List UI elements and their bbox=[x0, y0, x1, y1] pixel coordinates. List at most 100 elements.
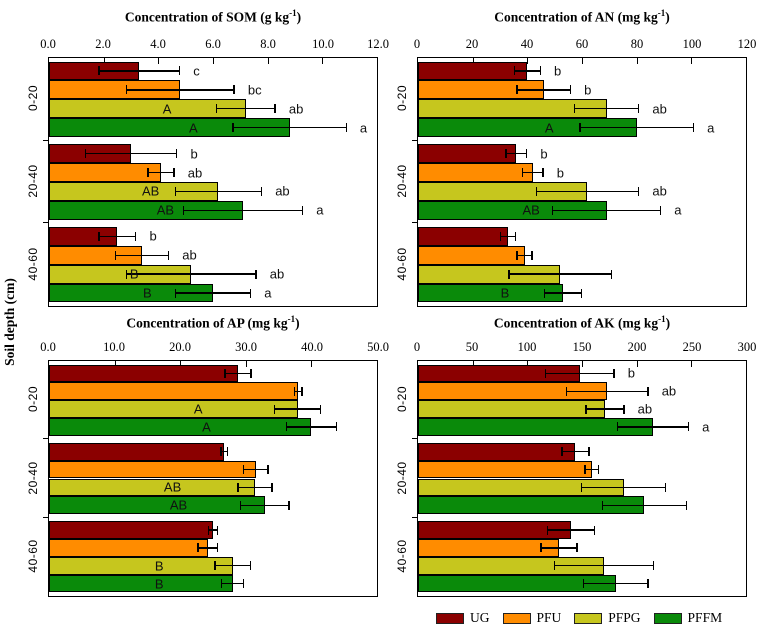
bar-ap-0-20-UG bbox=[49, 364, 238, 383]
error-bar bbox=[224, 368, 252, 378]
depth-sig-label: AB bbox=[142, 183, 160, 199]
error-bar bbox=[551, 205, 662, 215]
depth-axis-tick bbox=[412, 516, 417, 518]
error-bar-cap bbox=[274, 104, 276, 114]
error-bar bbox=[197, 543, 219, 553]
x-tick-label-ak: 250 bbox=[682, 340, 702, 354]
depth-sig-label: A bbox=[544, 120, 554, 136]
axis-tick-mark bbox=[527, 58, 529, 64]
error-bar bbox=[207, 525, 219, 535]
treatment-sig-letter: bc bbox=[247, 82, 262, 98]
error-bar bbox=[580, 482, 667, 492]
panel-title-ap: Concentration of AP (mg kg-1) bbox=[126, 314, 300, 331]
legend-label: UG bbox=[470, 610, 490, 625]
error-bar-cap bbox=[551, 205, 554, 215]
axis-tick-mark bbox=[636, 361, 638, 367]
treatment-sig-letter: ab bbox=[652, 183, 667, 199]
depth-sig-label: AB bbox=[156, 202, 175, 218]
depth-axis-tick bbox=[412, 139, 417, 141]
treatment-sig-letter: ab bbox=[288, 101, 304, 117]
bar-ak-20-40-PFU bbox=[418, 460, 592, 479]
error-bar-cap bbox=[288, 500, 290, 510]
plot-area-ap: A A AB AB B B bbox=[48, 360, 378, 597]
error-bar bbox=[242, 465, 269, 475]
error-bar-cap bbox=[585, 404, 587, 414]
x-tick-label-som: 12.0 bbox=[367, 37, 389, 51]
error-bar bbox=[585, 404, 625, 414]
error-bar bbox=[84, 149, 178, 159]
depth-sig-label: B bbox=[500, 285, 510, 301]
axis-tick-mark bbox=[311, 361, 313, 367]
error-bar-cap bbox=[531, 250, 533, 260]
treatment-sig-letter: ab bbox=[637, 401, 653, 417]
error-bar-cap bbox=[565, 386, 567, 396]
axis-tick-mark bbox=[158, 58, 160, 64]
error-bar-cap bbox=[249, 288, 252, 298]
error-bar-cap bbox=[173, 168, 175, 178]
error-bar bbox=[584, 465, 600, 475]
treatment-sig-letter: a bbox=[702, 419, 710, 435]
depth-sig-label: B bbox=[154, 576, 164, 592]
error-bar-cap bbox=[580, 482, 583, 492]
error-bar-cap bbox=[178, 66, 181, 76]
error-bar-cap bbox=[505, 149, 507, 159]
error-bar-cap bbox=[147, 168, 149, 178]
depth-label-som-0-20: 0-20 bbox=[26, 85, 40, 112]
error-bar bbox=[285, 422, 337, 432]
error-bar-cap bbox=[584, 465, 586, 475]
x-tick-label-ap: 50.0 bbox=[367, 340, 389, 354]
error-bar-cap bbox=[84, 149, 86, 159]
error-bar-cap bbox=[516, 85, 518, 95]
legend-swatch-ug bbox=[436, 612, 464, 624]
error-bar-cap bbox=[182, 205, 185, 215]
error-bar bbox=[521, 168, 544, 178]
error-bar-cap bbox=[271, 482, 273, 492]
error-bar-cap bbox=[593, 525, 596, 535]
x-tick-label-som: 0.0 bbox=[40, 37, 56, 51]
error-bar bbox=[125, 269, 257, 279]
bar-ap-0-20-PFFM bbox=[49, 418, 312, 436]
error-bar bbox=[98, 66, 181, 76]
legend-item-pffm: PFFM bbox=[653, 610, 722, 626]
axis-tick-mark bbox=[472, 361, 474, 367]
x-tick-label-an: 100 bbox=[682, 37, 702, 51]
x-tick-label-an: 80 bbox=[630, 37, 644, 51]
error-bar bbox=[535, 186, 640, 196]
bar-som-20-40-PFU bbox=[49, 163, 162, 182]
error-bar-cap bbox=[335, 422, 337, 432]
error-bar-cap bbox=[638, 186, 640, 196]
error-bar-cap bbox=[508, 269, 510, 279]
error-bar-cap bbox=[573, 104, 576, 114]
error-bar-cap bbox=[98, 231, 100, 241]
error-bar-cap bbox=[580, 288, 582, 298]
x-tick-label-ak: 300 bbox=[737, 340, 757, 354]
error-bar bbox=[239, 500, 290, 510]
x-tick-label-ap: 40.0 bbox=[301, 340, 323, 354]
error-bar-cap bbox=[216, 543, 219, 553]
error-bar-cap bbox=[274, 404, 276, 414]
error-bar bbox=[516, 85, 572, 95]
error-bar-cap bbox=[301, 205, 304, 215]
error-bar-cap bbox=[647, 386, 649, 396]
treatment-sig-letter: a bbox=[707, 120, 715, 136]
bar-ap-40-60-PFFM bbox=[49, 574, 233, 593]
error-bar-cap bbox=[516, 250, 518, 260]
legend: UG PFU PFPG PFFM bbox=[436, 610, 722, 626]
error-bar-cap bbox=[197, 543, 199, 553]
depth-label-ak-40-60: 40-60 bbox=[395, 539, 409, 573]
depth-sig-label: B bbox=[154, 558, 164, 574]
bar-ap-20-40-PFPG bbox=[49, 478, 255, 497]
error-bar bbox=[505, 149, 528, 159]
bar-ap-0-20-PFU bbox=[49, 382, 299, 401]
bar-ap-40-60-PFPG bbox=[49, 556, 233, 575]
treatment-sig-letter: ab bbox=[661, 383, 677, 399]
panel-title-som: Concentration of SOM (g kg-1) bbox=[124, 8, 302, 25]
error-bar bbox=[220, 579, 245, 589]
depth-sig-label: A bbox=[202, 419, 211, 435]
error-bar bbox=[565, 386, 649, 396]
error-bar-cap bbox=[226, 447, 229, 457]
x-tick-label-an: 20 bbox=[465, 37, 479, 51]
error-bar-cap bbox=[176, 149, 178, 159]
error-bar-cap bbox=[232, 123, 234, 133]
